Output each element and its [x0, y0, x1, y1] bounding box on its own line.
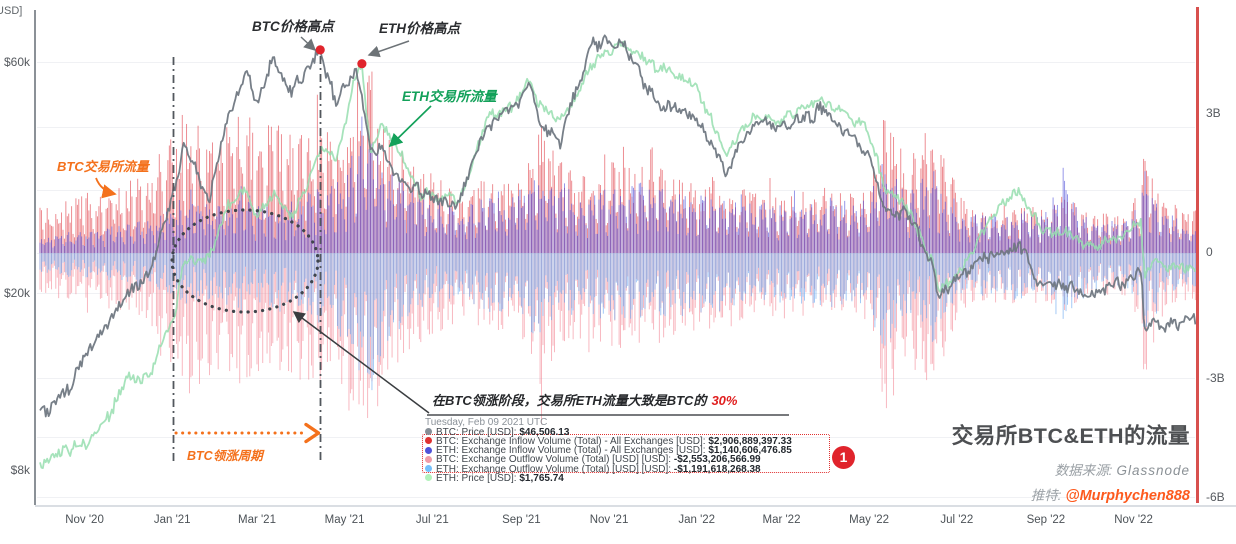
btc-price-dot [425, 428, 432, 435]
left-axis-tick: $20k [3, 286, 30, 300]
chart-title: 交易所BTC&ETH的流量 [951, 424, 1190, 448]
note-text: 在BTC领涨阶段，交易所ETH流量大致是BTC的 [432, 393, 707, 408]
left-axis-line [34, 10, 36, 505]
tooltip-row: BTC: Exchange Inflow Volume (Total) - Al… [425, 436, 792, 446]
right-axis-line [1196, 7, 1199, 503]
x-axis-tick: Nov '21 [589, 514, 629, 526]
btc-exchange-flow-label: BTC交易所流量 [57, 159, 149, 174]
twitter-label: 推特: [1030, 488, 1062, 503]
x-axis-tick: May '21 [324, 514, 365, 526]
eth-exchange-flow-label: ETH交易所流量 [402, 89, 497, 104]
right-axis-tick: 0 [1206, 245, 1213, 259]
tooltip-row: BTC: Exchange Outflow Volume (Total) [US… [425, 455, 792, 465]
tooltip-row: BTC: Price [USD]: $46,506.13 [425, 427, 792, 437]
data-source-label: 数据来源: [1054, 463, 1113, 478]
right-axis-tick: -3B [1206, 371, 1225, 385]
x-axis-tick: Sep '21 [502, 514, 541, 526]
x-axis-tick: Jul '21 [415, 514, 449, 526]
eth-inflow-dot [425, 446, 432, 454]
x-axis-tick: Mar '21 [237, 514, 276, 526]
eth-price-dot [425, 474, 432, 482]
bottom-axis-line [35, 505, 1236, 507]
left-axis-unit: [USD] [0, 5, 23, 17]
note-highlight: 30% [711, 393, 738, 408]
tooltip-row: ETH: Exchange Inflow Volume (Total) - Al… [425, 446, 792, 456]
note-label: 在BTC领涨阶段，交易所ETH流量大致是BTC的 30% [432, 390, 737, 409]
btc-outflow-dot [425, 455, 432, 463]
x-axis-tick: May '22 [849, 514, 890, 526]
right-axis-tick: 3B [1206, 106, 1221, 120]
twitter: 推特: @Murphychen888 [952, 484, 1190, 504]
twitter-handle: @Murphychen888 [1065, 488, 1190, 504]
eth-price-high-label: ETH价格高点 [379, 21, 460, 36]
x-axis-tick: Jan '22 [678, 514, 716, 526]
data-source: 数据来源: Glassnode [952, 459, 1190, 479]
x-axis-tick: Jul '22 [940, 514, 974, 526]
btc-inflow-dot [425, 437, 432, 445]
tooltip-row: ETH: Exchange Outflow Volume (Total) [US… [425, 464, 792, 474]
btc-price-high-label: BTC价格高点 [252, 19, 334, 34]
left-axis-tick: $8k [10, 463, 30, 477]
x-axis-tick: Mar '22 [762, 514, 801, 526]
flow-rows-highlight-box [422, 434, 830, 473]
btc-lead-period-label: BTC领涨周期 [187, 449, 263, 463]
x-axis-tick: Nov '22 [1114, 514, 1153, 526]
left-axis-tick: $60k [3, 55, 30, 69]
callout-badge-1: 1 [832, 446, 855, 469]
data-source-value: Glassnode [1116, 463, 1190, 478]
eth-outflow-dot [425, 465, 432, 473]
tooltip: Tuesday, Feb 09 2021 UTC BTC: Price [USD… [425, 418, 792, 483]
tooltip-date: Tuesday, Feb 09 2021 UTC [425, 417, 548, 428]
footer: 交易所BTC&ETH的流量 数据来源: Glassnode 推特: @Murphyc… [952, 419, 1190, 504]
right-axis-tick: -6B [1206, 490, 1225, 504]
tooltip-row: ETH: Price [USD]: $1,765.74 [425, 473, 792, 483]
x-axis-tick: Nov '20 [65, 514, 104, 526]
x-axis-tick: Jan '21 [153, 514, 191, 526]
x-axis-tick: Sep '22 [1026, 514, 1066, 526]
